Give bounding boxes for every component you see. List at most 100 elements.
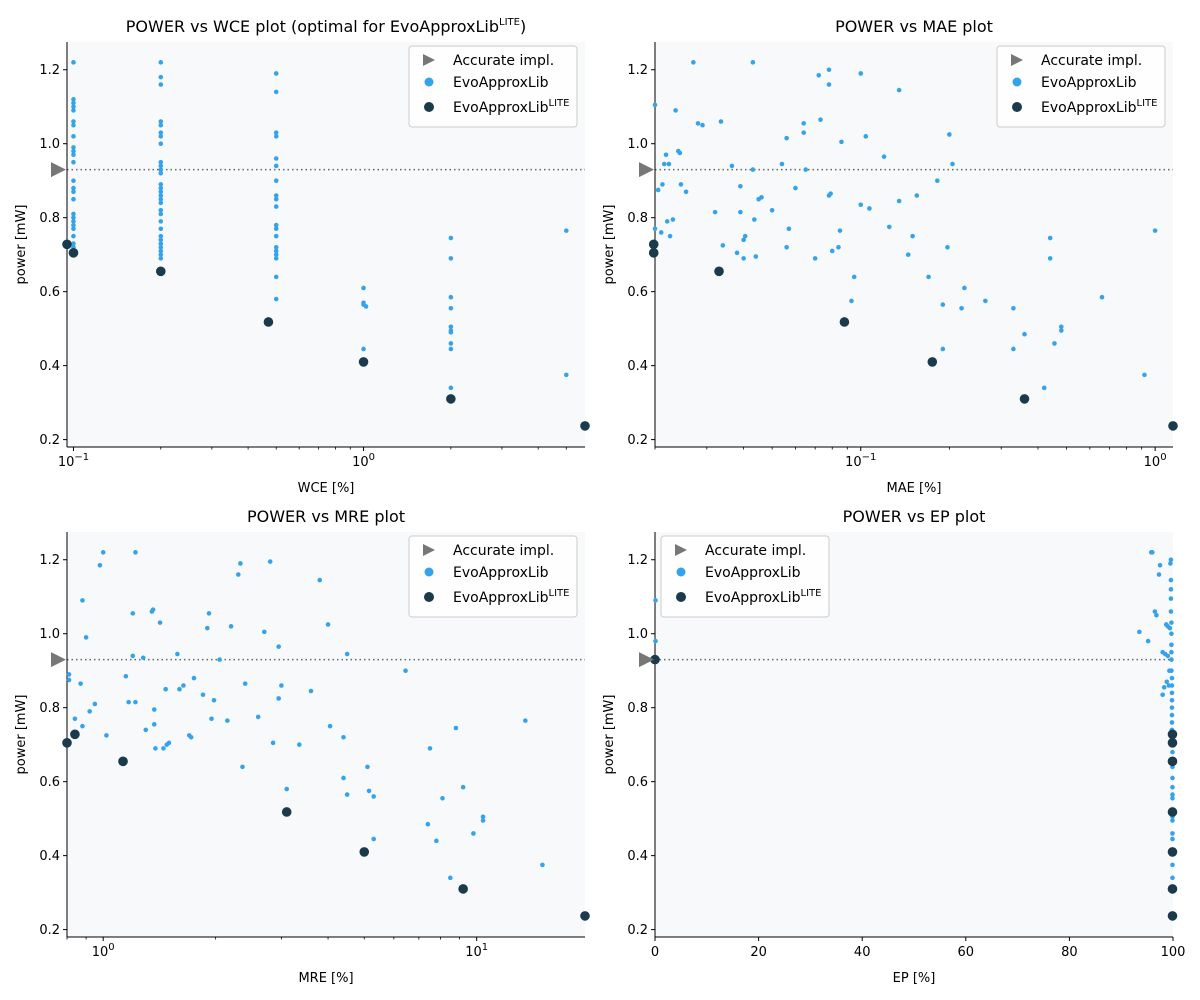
- legend-lite-marker: [1012, 102, 1022, 112]
- evo-point: [72, 716, 78, 722]
- legend-evo-label: EvoApproxLib: [705, 565, 801, 581]
- legend-evo-marker: [1012, 77, 1022, 87]
- evo-point: [71, 215, 76, 220]
- evo-point: [858, 202, 864, 208]
- evo-point: [863, 134, 869, 139]
- evo-point: [1169, 649, 1174, 655]
- evo-point: [1170, 831, 1175, 836]
- accurate-marker: [639, 162, 654, 178]
- evo-point: [158, 130, 164, 135]
- legend: Accurate impl.EvoApproxLibEvoApproxLibLI…: [660, 535, 830, 618]
- evo-point: [66, 677, 72, 683]
- evo-point: [1169, 668, 1174, 673]
- evo-point: [341, 775, 346, 781]
- evo-point: [157, 620, 163, 625]
- x-tick-label: 20: [750, 945, 767, 960]
- y-tick-label: 1.0: [627, 627, 648, 642]
- legend-accurate-marker: [675, 544, 687, 556]
- evo-point: [786, 226, 792, 232]
- y-tick-label: 0.2: [39, 923, 60, 938]
- evo-point: [87, 709, 92, 714]
- evo-point: [945, 244, 950, 250]
- evo-point: [71, 159, 76, 165]
- evo-point: [881, 154, 887, 159]
- evo-point: [793, 185, 798, 191]
- evo-point: [361, 285, 366, 291]
- legend-evo-marker: [424, 77, 434, 87]
- evo-point: [1137, 629, 1142, 635]
- evo-point: [158, 241, 164, 246]
- evo-point: [158, 167, 164, 172]
- evo-point: [228, 624, 234, 629]
- evo-point: [235, 572, 241, 577]
- lite-point: [1167, 911, 1178, 921]
- evo-point: [71, 152, 76, 158]
- evo-point: [273, 89, 279, 95]
- evo-point: [276, 696, 281, 701]
- data-points: [648, 60, 1178, 431]
- evo-point: [1022, 331, 1027, 337]
- lite-point: [927, 357, 938, 367]
- evo-point: [1169, 705, 1175, 710]
- x-axis-label: EP [%]: [893, 971, 936, 986]
- evo-point: [267, 559, 273, 564]
- evo-point: [734, 250, 740, 256]
- evo-point: [273, 226, 279, 232]
- evo-point: [158, 159, 164, 165]
- evo-point: [867, 206, 872, 211]
- lite-point: [714, 266, 724, 277]
- evo-point: [371, 836, 376, 842]
- lite-point: [70, 729, 80, 740]
- evo-point: [448, 294, 454, 300]
- evo-point: [471, 831, 476, 836]
- evo-point: [700, 122, 705, 128]
- legend-lite-label-sup: LITE: [549, 588, 570, 599]
- evo-point: [158, 233, 164, 239]
- y-tick-label: 0.4: [627, 849, 648, 864]
- lite-point: [155, 266, 166, 277]
- evo-point: [273, 130, 279, 135]
- evo-point: [238, 561, 243, 566]
- evo-point: [242, 681, 248, 686]
- x-tick-label-base: 10: [845, 455, 862, 470]
- evo-point: [366, 788, 372, 794]
- evo-point: [344, 651, 350, 657]
- evo-point: [158, 60, 164, 65]
- evo-point: [673, 108, 678, 113]
- evo-point: [92, 701, 98, 707]
- evo-point: [361, 302, 366, 307]
- evo-point: [273, 248, 279, 254]
- evo-point: [742, 233, 748, 239]
- x-tick-label: 100: [1144, 452, 1167, 470]
- x-tick-label: 101: [465, 942, 488, 960]
- evo-point: [273, 296, 279, 302]
- legend-box: [408, 45, 578, 128]
- y-axis-label: power [mW]: [14, 695, 29, 775]
- evo-point: [1165, 653, 1171, 659]
- evo-point: [71, 241, 76, 246]
- evo-point: [950, 161, 955, 167]
- evo-point: [839, 139, 844, 145]
- y-tick-label: 0.4: [39, 359, 60, 374]
- legend-accurate-label: Accurate impl.: [705, 543, 806, 559]
- evo-point: [273, 134, 279, 139]
- evo-point: [1169, 697, 1175, 703]
- chart-title-main: POWER vs MRE plot: [247, 507, 405, 526]
- evo-point: [1011, 346, 1016, 352]
- evo-point: [1152, 609, 1158, 614]
- lite-point: [359, 847, 370, 857]
- legend: Accurate impl.EvoApproxLibEvoApproxLibLI…: [408, 45, 578, 128]
- chart-title: POWER vs MRE plot: [247, 507, 405, 526]
- evo-point: [858, 71, 864, 76]
- evo-point: [273, 71, 279, 76]
- evo-point: [440, 796, 445, 801]
- evo-point: [71, 185, 76, 191]
- lite-point: [580, 421, 590, 431]
- evo-point: [80, 723, 85, 729]
- lite-point: [648, 248, 659, 258]
- evo-point: [1170, 792, 1175, 797]
- evo-point: [759, 195, 764, 200]
- evo-point: [140, 655, 146, 661]
